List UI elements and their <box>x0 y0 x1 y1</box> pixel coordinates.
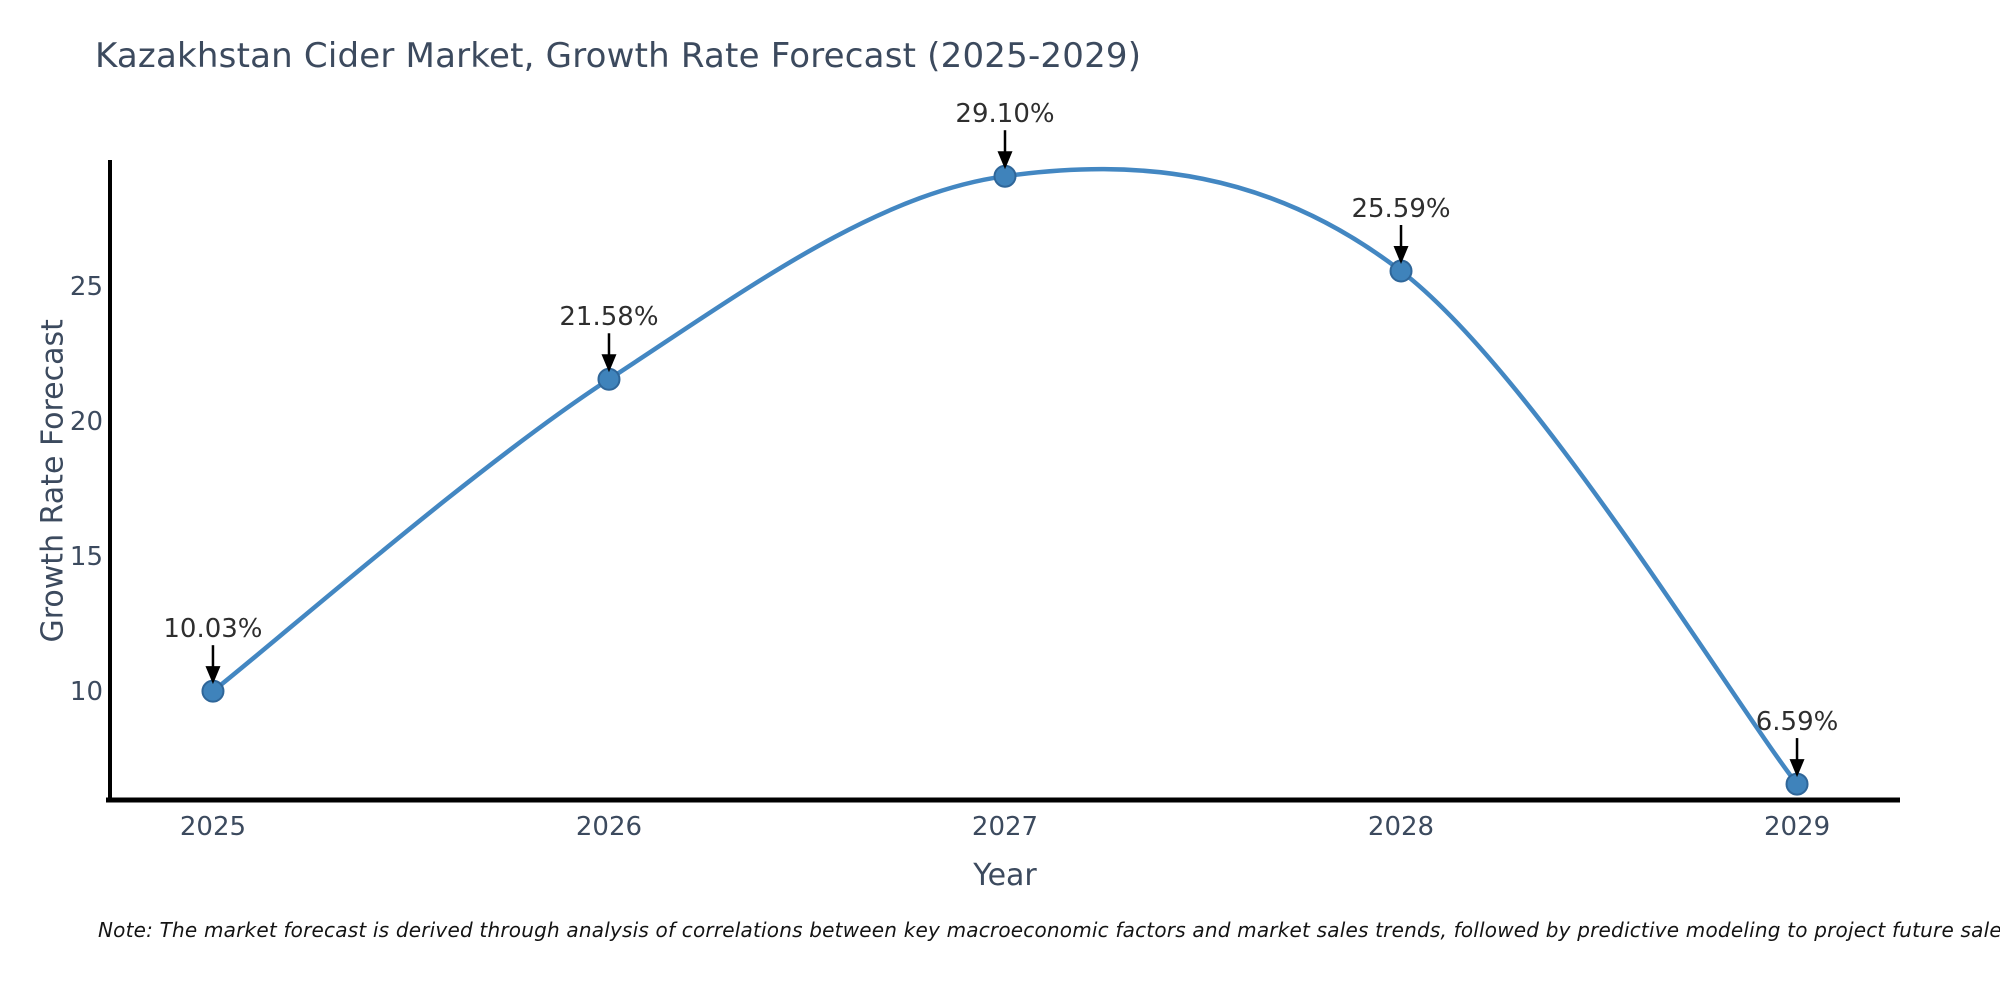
y-tick-label: 25 <box>69 271 103 302</box>
y-tick-label: 10 <box>69 676 103 707</box>
forecast-line <box>210 166 1800 787</box>
annotation-arrowhead <box>997 151 1013 170</box>
point-annotation: 29.10% <box>955 99 1055 130</box>
chart-title: Kazakhstan Cider Market, Growth Rate For… <box>95 36 1142 76</box>
y-tick-label: 15 <box>69 541 103 572</box>
x-tick-label: 2025 <box>179 812 247 842</box>
y-axis-title: Growth Rate Forecast <box>35 319 71 643</box>
x-tick-label: 2029 <box>1763 812 1831 842</box>
annotation-arrowhead <box>1393 245 1409 264</box>
annotation-arrowhead <box>205 666 221 685</box>
x-tick-label: 2027 <box>971 812 1039 842</box>
x-tick-label: 2026 <box>575 812 643 842</box>
x-tick-label: 2028 <box>1367 812 1435 842</box>
point-annotation: 21.58% <box>559 302 659 333</box>
point-annotation: 10.03% <box>163 614 263 645</box>
x-axis-title: Year <box>973 858 1037 893</box>
annotation-arrowhead <box>1789 759 1805 778</box>
footnote: Note: The market forecast is derived thr… <box>98 918 2000 942</box>
annotation-arrowhead <box>601 354 617 373</box>
y-tick-label: 20 <box>69 406 103 437</box>
point-annotation: 25.59% <box>1351 193 1451 224</box>
point-annotation: 6.59% <box>1755 707 1839 738</box>
